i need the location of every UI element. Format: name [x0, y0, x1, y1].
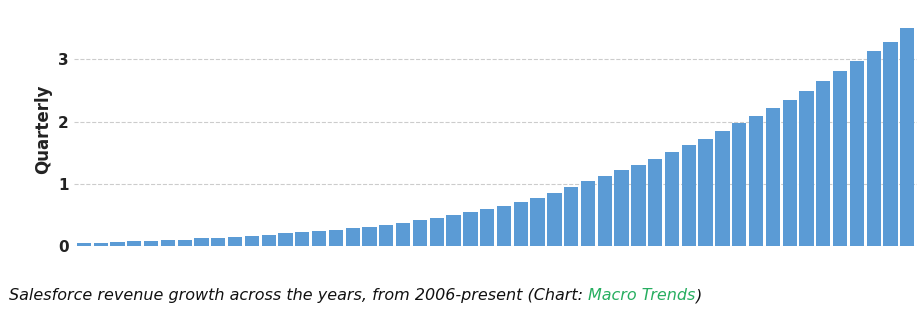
Bar — [430, 218, 443, 246]
Bar — [632, 165, 645, 246]
Bar — [346, 228, 360, 246]
Bar — [548, 193, 561, 246]
Bar — [783, 100, 797, 246]
Bar — [614, 170, 629, 246]
Bar — [564, 187, 578, 246]
Bar — [749, 116, 763, 246]
Bar — [900, 28, 915, 246]
Bar — [195, 238, 208, 246]
Bar — [329, 230, 343, 246]
Bar — [681, 145, 696, 246]
Bar — [867, 51, 881, 246]
Bar — [732, 123, 747, 246]
Bar — [648, 159, 662, 246]
Bar — [497, 206, 511, 246]
Bar — [144, 241, 159, 246]
Bar — [799, 91, 813, 246]
Bar — [93, 243, 108, 246]
Bar — [379, 225, 394, 246]
Bar — [413, 220, 427, 246]
Bar — [160, 240, 175, 246]
Bar — [699, 139, 713, 246]
Bar — [262, 235, 276, 246]
Bar — [77, 243, 91, 246]
Bar — [883, 42, 898, 246]
Bar — [111, 242, 124, 246]
Bar — [480, 209, 494, 246]
Bar — [127, 241, 141, 246]
Bar — [816, 81, 831, 246]
Bar — [295, 232, 310, 246]
Bar — [463, 212, 478, 246]
Bar — [244, 236, 259, 246]
Bar — [211, 238, 225, 246]
Text: Salesforce revenue growth across the years, from 2006-present (Chart:: Salesforce revenue growth across the yea… — [9, 289, 588, 303]
Y-axis label: Quarterly: Quarterly — [35, 85, 53, 174]
Bar — [396, 223, 410, 246]
Bar — [178, 240, 192, 246]
Bar — [530, 198, 545, 246]
Bar — [312, 231, 326, 246]
Text: Macro Trends: Macro Trends — [588, 289, 696, 303]
Bar — [581, 181, 595, 246]
Bar — [597, 176, 612, 246]
Bar — [228, 237, 242, 246]
Bar — [446, 215, 461, 246]
Bar — [514, 202, 528, 246]
Bar — [665, 152, 680, 246]
Bar — [278, 234, 292, 246]
Text: ): ) — [696, 289, 702, 303]
Bar — [850, 61, 864, 246]
Bar — [833, 71, 847, 246]
Bar — [766, 108, 780, 246]
Bar — [362, 227, 377, 246]
Bar — [715, 131, 729, 246]
